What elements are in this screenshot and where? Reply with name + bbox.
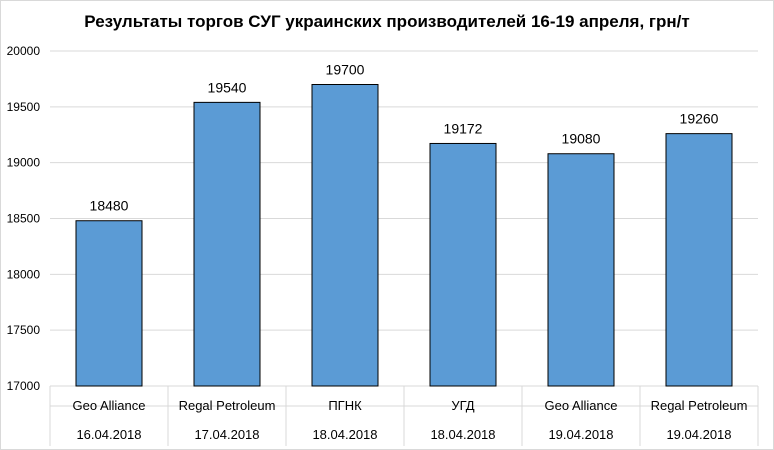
bar (665, 133, 733, 387)
data-label: 19540 (208, 79, 247, 95)
y-tick-label: 17000 (7, 379, 41, 393)
category-producer-label: УГД (451, 398, 474, 413)
data-label: 19700 (326, 62, 365, 78)
category-producer-label: Geo Alliance (545, 398, 618, 413)
y-tick-label: 19500 (7, 100, 41, 114)
category-date-label: 17.04.2018 (194, 427, 259, 442)
y-tick-label: 19000 (7, 156, 41, 170)
y-tick-label: 18000 (7, 267, 41, 281)
data-label: 19172 (444, 120, 483, 136)
y-tick-label: 18500 (7, 212, 41, 226)
y-tick-label: 20000 (7, 44, 41, 58)
data-label: 19260 (680, 111, 719, 127)
category-producer-label: Regal Petroleum (651, 398, 748, 413)
data-label: 18480 (90, 198, 129, 214)
data-label: 19080 (562, 131, 601, 147)
category-date-label: 19.04.2018 (666, 427, 731, 442)
category-date-label: 19.04.2018 (548, 427, 613, 442)
category-date-label: 18.04.2018 (312, 427, 377, 442)
y-tick-label: 17500 (7, 323, 41, 337)
category-producer-label: Regal Petroleum (179, 398, 276, 413)
bar (311, 84, 379, 387)
bar (429, 142, 497, 387)
bar (547, 153, 615, 387)
bar (193, 101, 261, 387)
chart-title: Результаты торгов СУГ украинских произво… (84, 12, 690, 31)
bar (75, 220, 143, 387)
category-producer-label: Geo Alliance (73, 398, 146, 413)
category-producer-label: ПГНК (328, 398, 362, 413)
category-date-label: 16.04.2018 (76, 427, 141, 442)
category-date-label: 18.04.2018 (430, 427, 495, 442)
